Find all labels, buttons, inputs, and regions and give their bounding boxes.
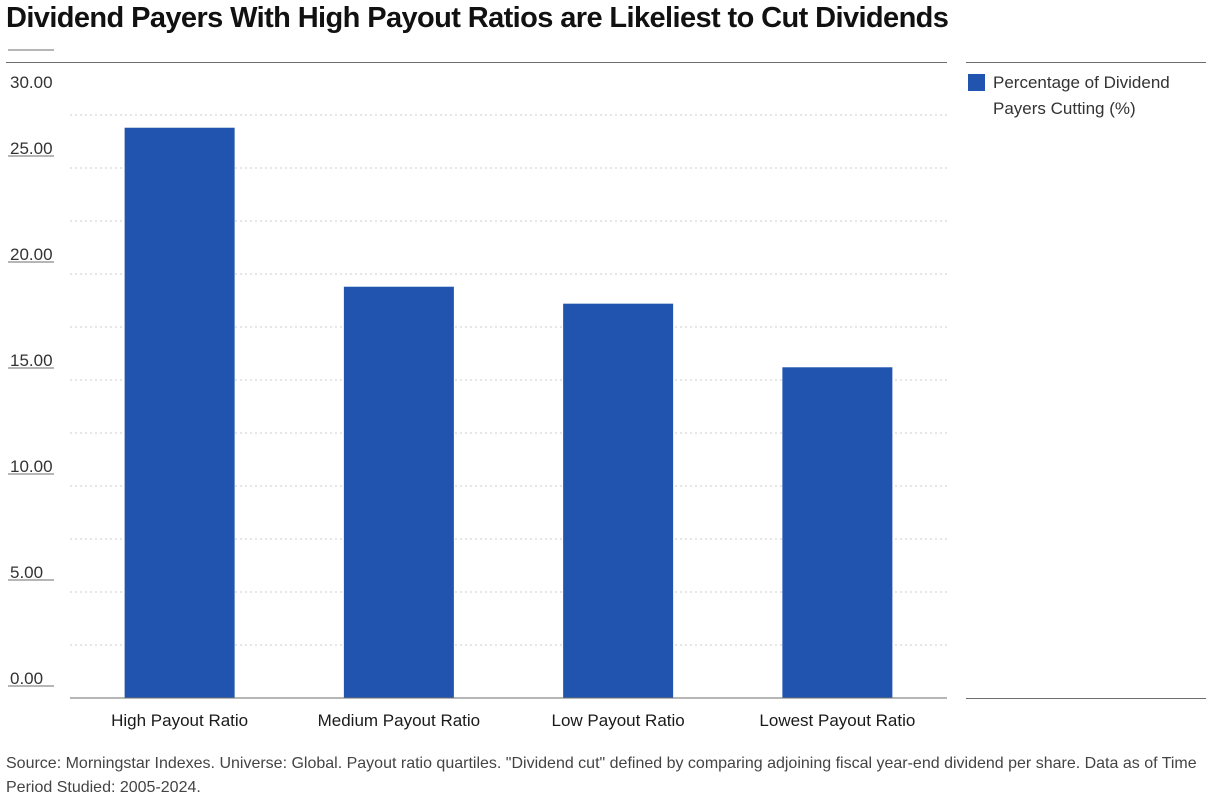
- x-category-label: Medium Payout Ratio: [318, 711, 481, 730]
- chart-title: Dividend Payers With High Payout Ratios …: [6, 2, 949, 34]
- legend-top-divider: [966, 62, 1206, 63]
- bar: [124, 127, 235, 699]
- y-tick-label: 5.00: [10, 563, 43, 582]
- y-tick-label: 0.00: [10, 669, 43, 688]
- source-footnote: Source: Morningstar Indexes. Universe: G…: [6, 755, 1197, 796]
- y-tick-label: 10.00: [10, 457, 53, 476]
- legend-bottom-divider: [966, 698, 1206, 699]
- y-tick-label: 20.00: [10, 245, 53, 264]
- title-divider: [6, 62, 947, 63]
- bar: [343, 286, 454, 698]
- legend-swatch: [968, 74, 985, 91]
- bar: [782, 367, 893, 698]
- y-tick-label: 25.00: [10, 139, 53, 158]
- y-tick-label: 15.00: [10, 351, 53, 370]
- y-tick-label: 30.00: [10, 73, 53, 92]
- bar: [563, 303, 674, 698]
- legend-label: Percentage of Dividend Payers Cutting (%…: [993, 73, 1170, 118]
- x-category-label: Low Payout Ratio: [552, 711, 685, 730]
- x-category-label: High Payout Ratio: [111, 711, 248, 730]
- x-category-label: Lowest Payout Ratio: [759, 711, 915, 730]
